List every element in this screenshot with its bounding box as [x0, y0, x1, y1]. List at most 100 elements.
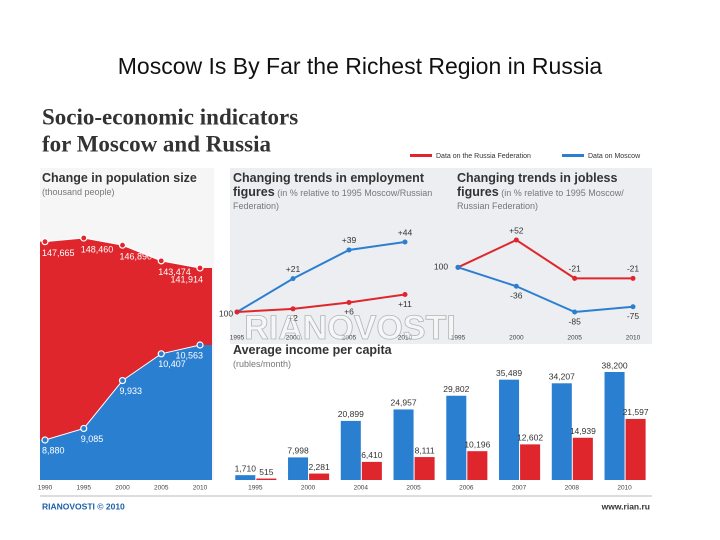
- x-tick-label: 1990: [38, 485, 53, 492]
- point: [513, 237, 519, 243]
- x-tick-label: 2010: [626, 335, 641, 342]
- value-label: 9,085: [81, 434, 104, 444]
- bar: [467, 451, 488, 480]
- value-label: 10,563: [175, 350, 203, 360]
- point: [630, 275, 636, 281]
- x-tick-label: 2007: [512, 485, 527, 492]
- x-tick-label: 2005: [567, 335, 582, 342]
- value-label: 38,200: [602, 360, 628, 370]
- bar: [414, 457, 435, 480]
- value-label: 147,665: [42, 248, 75, 258]
- value-label: 34,207: [549, 372, 575, 382]
- slide-title: Moscow Is By Far the Richest Region in R…: [118, 53, 603, 79]
- value-label: +2: [288, 313, 298, 323]
- infographic-title: Socio-economic indicators: [42, 104, 298, 129]
- point: [402, 239, 408, 245]
- point: [290, 306, 296, 312]
- bar: [361, 461, 382, 480]
- start-label: 100: [219, 308, 233, 318]
- bar: [393, 409, 414, 480]
- footer-url: www.rian.ru: [601, 501, 650, 511]
- value-label: 29,802: [443, 384, 469, 394]
- infographic-title: for Moscow and Russia: [42, 131, 271, 156]
- value-label: 146,890: [120, 252, 153, 262]
- point: [80, 424, 88, 433]
- value-label: 7,998: [287, 446, 309, 456]
- chart-header: Change in population size (thousand peop…: [42, 172, 212, 199]
- area: [40, 345, 212, 480]
- x-tick-label: 1995: [248, 485, 263, 492]
- value-label: 148,460: [81, 244, 114, 254]
- point: [157, 257, 165, 265]
- x-tick-label: 2000: [286, 335, 301, 342]
- chart-subtitle: (in % relative to 1995 Moscow/ Russian F…: [457, 188, 624, 211]
- bar: [288, 457, 309, 480]
- x-tick-label: 2004: [354, 485, 369, 492]
- chart-header: Average income per capita (rubles/month): [233, 344, 413, 371]
- value-label: -21: [627, 264, 640, 274]
- point: [196, 341, 204, 349]
- point: [513, 283, 519, 289]
- point: [157, 350, 165, 358]
- bar: [499, 379, 520, 480]
- value-label: +21: [286, 264, 301, 274]
- chart-subtitle: (in % relative to 1995 Moscow/Russian Fe…: [233, 188, 433, 211]
- line: [457, 266, 634, 314]
- value-label: +52: [509, 225, 524, 235]
- chart-title: Change in population size: [42, 171, 197, 185]
- value-label: 12,602: [517, 433, 543, 443]
- x-tick-label: 2005: [406, 485, 421, 492]
- point: [630, 304, 636, 310]
- bar: [309, 473, 330, 480]
- x-tick-label: 2005: [154, 485, 169, 492]
- value-label: 20,899: [338, 409, 364, 419]
- point: [118, 241, 127, 249]
- point: [118, 376, 127, 385]
- x-tick-label: 2010: [398, 335, 413, 342]
- value-label: -85: [569, 316, 582, 326]
- bar: [340, 420, 361, 480]
- chart-header: Changing trends in jobless figures (in %…: [457, 172, 647, 213]
- bar: [625, 418, 646, 480]
- value-label: +39: [342, 235, 357, 245]
- value-label: 9,933: [120, 386, 143, 396]
- value-label: -21: [569, 264, 582, 274]
- chart-subtitle: (rubles/month): [233, 359, 292, 369]
- value-label: 21,597: [623, 407, 649, 417]
- x-tick-label: 2000: [301, 485, 316, 492]
- footer-source: RIANOVOSTI © 2010: [42, 501, 125, 511]
- value-label: 143,474: [158, 267, 191, 277]
- value-label: 14,939: [570, 426, 596, 436]
- value-label: 6,410: [361, 450, 383, 460]
- bar: [604, 372, 625, 480]
- point: [455, 264, 461, 270]
- x-tick-label: 2010: [193, 485, 208, 492]
- x-tick-label: 2010: [617, 485, 632, 492]
- bar: [520, 444, 541, 480]
- x-tick-label: 2008: [565, 485, 580, 492]
- value-label: 24,957: [391, 398, 417, 408]
- value-label: 10,407: [158, 359, 186, 369]
- point: [41, 436, 49, 444]
- point: [41, 238, 49, 246]
- point: [346, 247, 352, 253]
- chart-title: Changing trends in jobless figures: [457, 171, 618, 199]
- bar: [256, 478, 277, 480]
- legend-label: Data on the Russia Federation: [436, 153, 531, 160]
- bar: [551, 383, 572, 480]
- value-label: 10,196: [464, 439, 490, 449]
- value-label: +11: [398, 299, 412, 309]
- value-label: -36: [510, 290, 523, 300]
- chart-title: Average income per capita: [233, 343, 392, 357]
- bar: [446, 395, 467, 480]
- watermark: RIANOVOSTI: [244, 309, 456, 347]
- point: [290, 276, 296, 282]
- value-label: 35,489: [496, 368, 522, 378]
- point: [346, 299, 352, 305]
- line: [236, 293, 406, 313]
- x-tick-label: 2000: [115, 485, 130, 492]
- x-tick-label: 2005: [342, 335, 357, 342]
- point: [402, 292, 408, 297]
